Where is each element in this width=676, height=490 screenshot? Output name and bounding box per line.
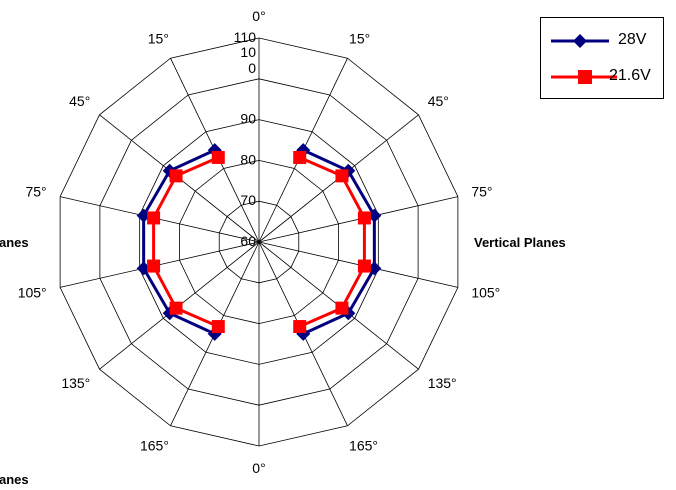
angle-tick-label: 165° — [349, 438, 378, 454]
plane-label-bottom-left: anes — [0, 472, 29, 487]
angle-tick-label: 45° — [69, 93, 90, 109]
angle-tick-label: 15° — [349, 30, 370, 46]
legend: 28V 21.6V — [540, 17, 664, 99]
radial-tick-label: 10 0 — [240, 44, 256, 76]
data-point — [170, 169, 183, 182]
data-point — [293, 151, 306, 164]
radial-tick-label: 70 — [240, 192, 256, 208]
angle-tick-label: 45° — [428, 93, 449, 109]
radial-tick-label: 110 — [234, 29, 257, 45]
data-point — [358, 211, 371, 224]
legend-item-28v: 28V — [541, 26, 665, 56]
angle-tick-label: 105° — [471, 284, 500, 300]
data-point — [147, 260, 160, 273]
diamond-marker-icon — [549, 30, 619, 52]
data-point — [335, 302, 348, 315]
legend-label: 21.6V — [609, 67, 651, 85]
data-point — [358, 260, 371, 273]
data-point — [170, 302, 183, 315]
data-point — [293, 320, 306, 333]
angle-tick-label: 135° — [61, 375, 90, 391]
radial-tick-label: 60 — [240, 233, 256, 249]
data-point — [335, 169, 348, 182]
angle-tick-label: 75° — [471, 184, 492, 200]
radar-spokes — [60, 38, 458, 446]
radial-tick-label: 90 — [240, 111, 256, 127]
legend-item-21-6v: 21.6V — [541, 62, 665, 92]
data-point — [147, 211, 160, 224]
angle-tick-label: 0° — [252, 8, 265, 24]
angle-tick-label: 0° — [252, 460, 265, 476]
angle-tick-label: 135° — [428, 375, 457, 391]
angle-tick-label: 165° — [140, 438, 169, 454]
angle-tick-label: 15° — [148, 30, 169, 46]
angle-tick-label: 105° — [18, 284, 47, 300]
angle-tick-label: 75° — [25, 184, 46, 200]
plane-label-left: anes — [0, 235, 29, 250]
data-point — [212, 151, 225, 164]
plane-label-right: Vertical Planes — [474, 235, 566, 250]
data-point — [212, 320, 225, 333]
radial-tick-label: 80 — [240, 151, 256, 167]
legend-label: 28V — [618, 31, 646, 49]
